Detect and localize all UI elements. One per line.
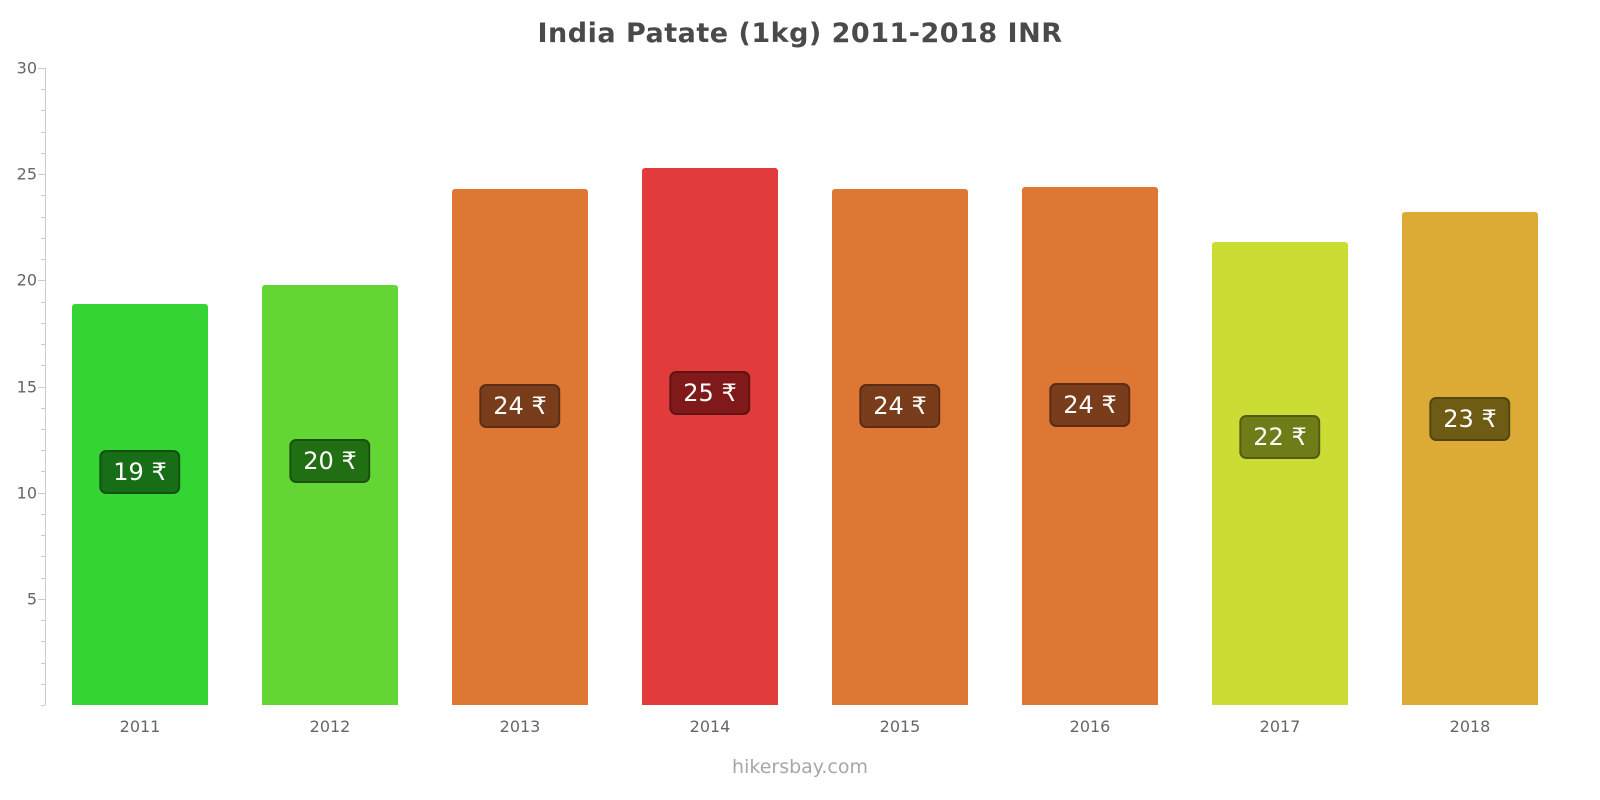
y-minor-tick bbox=[41, 237, 45, 239]
y-tick-label: 5 bbox=[26, 589, 37, 609]
y-minor-tick bbox=[41, 365, 45, 367]
y-minor-tick bbox=[41, 577, 45, 579]
x-axis-label-2017: 2017 bbox=[1259, 717, 1301, 736]
y-minor-tick bbox=[41, 683, 45, 685]
x-axis-label-2015: 2015 bbox=[879, 717, 921, 736]
y-major-tick bbox=[38, 68, 45, 69]
y-minor-tick bbox=[41, 216, 45, 218]
bar-2015 bbox=[832, 189, 968, 705]
bar-value-badge-2017: 22 ₹ bbox=[1239, 414, 1321, 459]
y-major-tick bbox=[38, 174, 45, 176]
y-minor-tick bbox=[41, 641, 45, 643]
bar-2018 bbox=[1402, 212, 1538, 705]
x-axis-label-2013: 2013 bbox=[499, 717, 541, 736]
y-minor-tick bbox=[41, 89, 45, 91]
y-minor-tick bbox=[41, 620, 45, 622]
y-minor-tick bbox=[41, 662, 45, 664]
y-minor-tick bbox=[41, 407, 45, 409]
y-tick-label: 20 bbox=[16, 270, 37, 290]
y-major-tick bbox=[38, 386, 45, 388]
y-major-tick bbox=[38, 492, 45, 494]
y-major-tick bbox=[38, 598, 45, 600]
bar-2012 bbox=[262, 284, 398, 705]
bar-value-badge-2015: 24 ₹ bbox=[859, 383, 941, 428]
bar-value-badge-2012: 20 ₹ bbox=[289, 439, 371, 484]
x-axis-label-2018: 2018 bbox=[1449, 717, 1491, 736]
y-minor-tick bbox=[41, 535, 45, 537]
y-axis bbox=[45, 68, 46, 705]
bar-2014 bbox=[642, 167, 778, 705]
bar-value-badge-2011: 19 ₹ bbox=[99, 450, 181, 495]
y-minor-tick bbox=[41, 705, 45, 706]
y-tick-label: 15 bbox=[16, 377, 37, 396]
y-major-tick bbox=[38, 280, 45, 282]
y-minor-tick bbox=[41, 471, 45, 473]
y-minor-tick bbox=[41, 450, 45, 452]
y-tick-label: 25 bbox=[16, 164, 37, 184]
y-minor-tick bbox=[41, 556, 45, 558]
bar-value-badge-2016: 24 ₹ bbox=[1049, 382, 1131, 427]
y-minor-tick bbox=[41, 322, 45, 324]
y-minor-tick bbox=[41, 152, 45, 154]
footer-watermark: hikersbay.com bbox=[732, 756, 868, 778]
x-axis-label-2016: 2016 bbox=[1069, 717, 1111, 736]
y-minor-tick bbox=[41, 513, 45, 515]
bar-2013 bbox=[452, 189, 588, 705]
y-tick-label: 30 bbox=[16, 58, 37, 78]
bar-2016 bbox=[1022, 186, 1158, 705]
y-minor-tick bbox=[41, 428, 45, 430]
bar-value-badge-2018: 23 ₹ bbox=[1429, 397, 1511, 442]
x-axis-label-2012: 2012 bbox=[309, 717, 351, 736]
x-axis-label-2011: 2011 bbox=[119, 717, 161, 736]
chart-title: India Patate (1kg) 2011-2018 INR bbox=[537, 18, 1063, 49]
y-minor-tick bbox=[41, 131, 45, 133]
bar-2017 bbox=[1212, 242, 1348, 705]
bar-value-badge-2014: 25 ₹ bbox=[669, 371, 751, 416]
y-minor-tick bbox=[41, 110, 45, 112]
bar-2011 bbox=[72, 303, 208, 705]
y-minor-tick bbox=[41, 344, 45, 346]
bar-value-badge-2013: 24 ₹ bbox=[479, 383, 561, 428]
y-minor-tick bbox=[41, 259, 45, 261]
x-axis-label-2014: 2014 bbox=[689, 717, 731, 736]
y-minor-tick bbox=[41, 301, 45, 303]
y-minor-tick bbox=[41, 195, 45, 197]
y-tick-label: 10 bbox=[16, 483, 37, 503]
